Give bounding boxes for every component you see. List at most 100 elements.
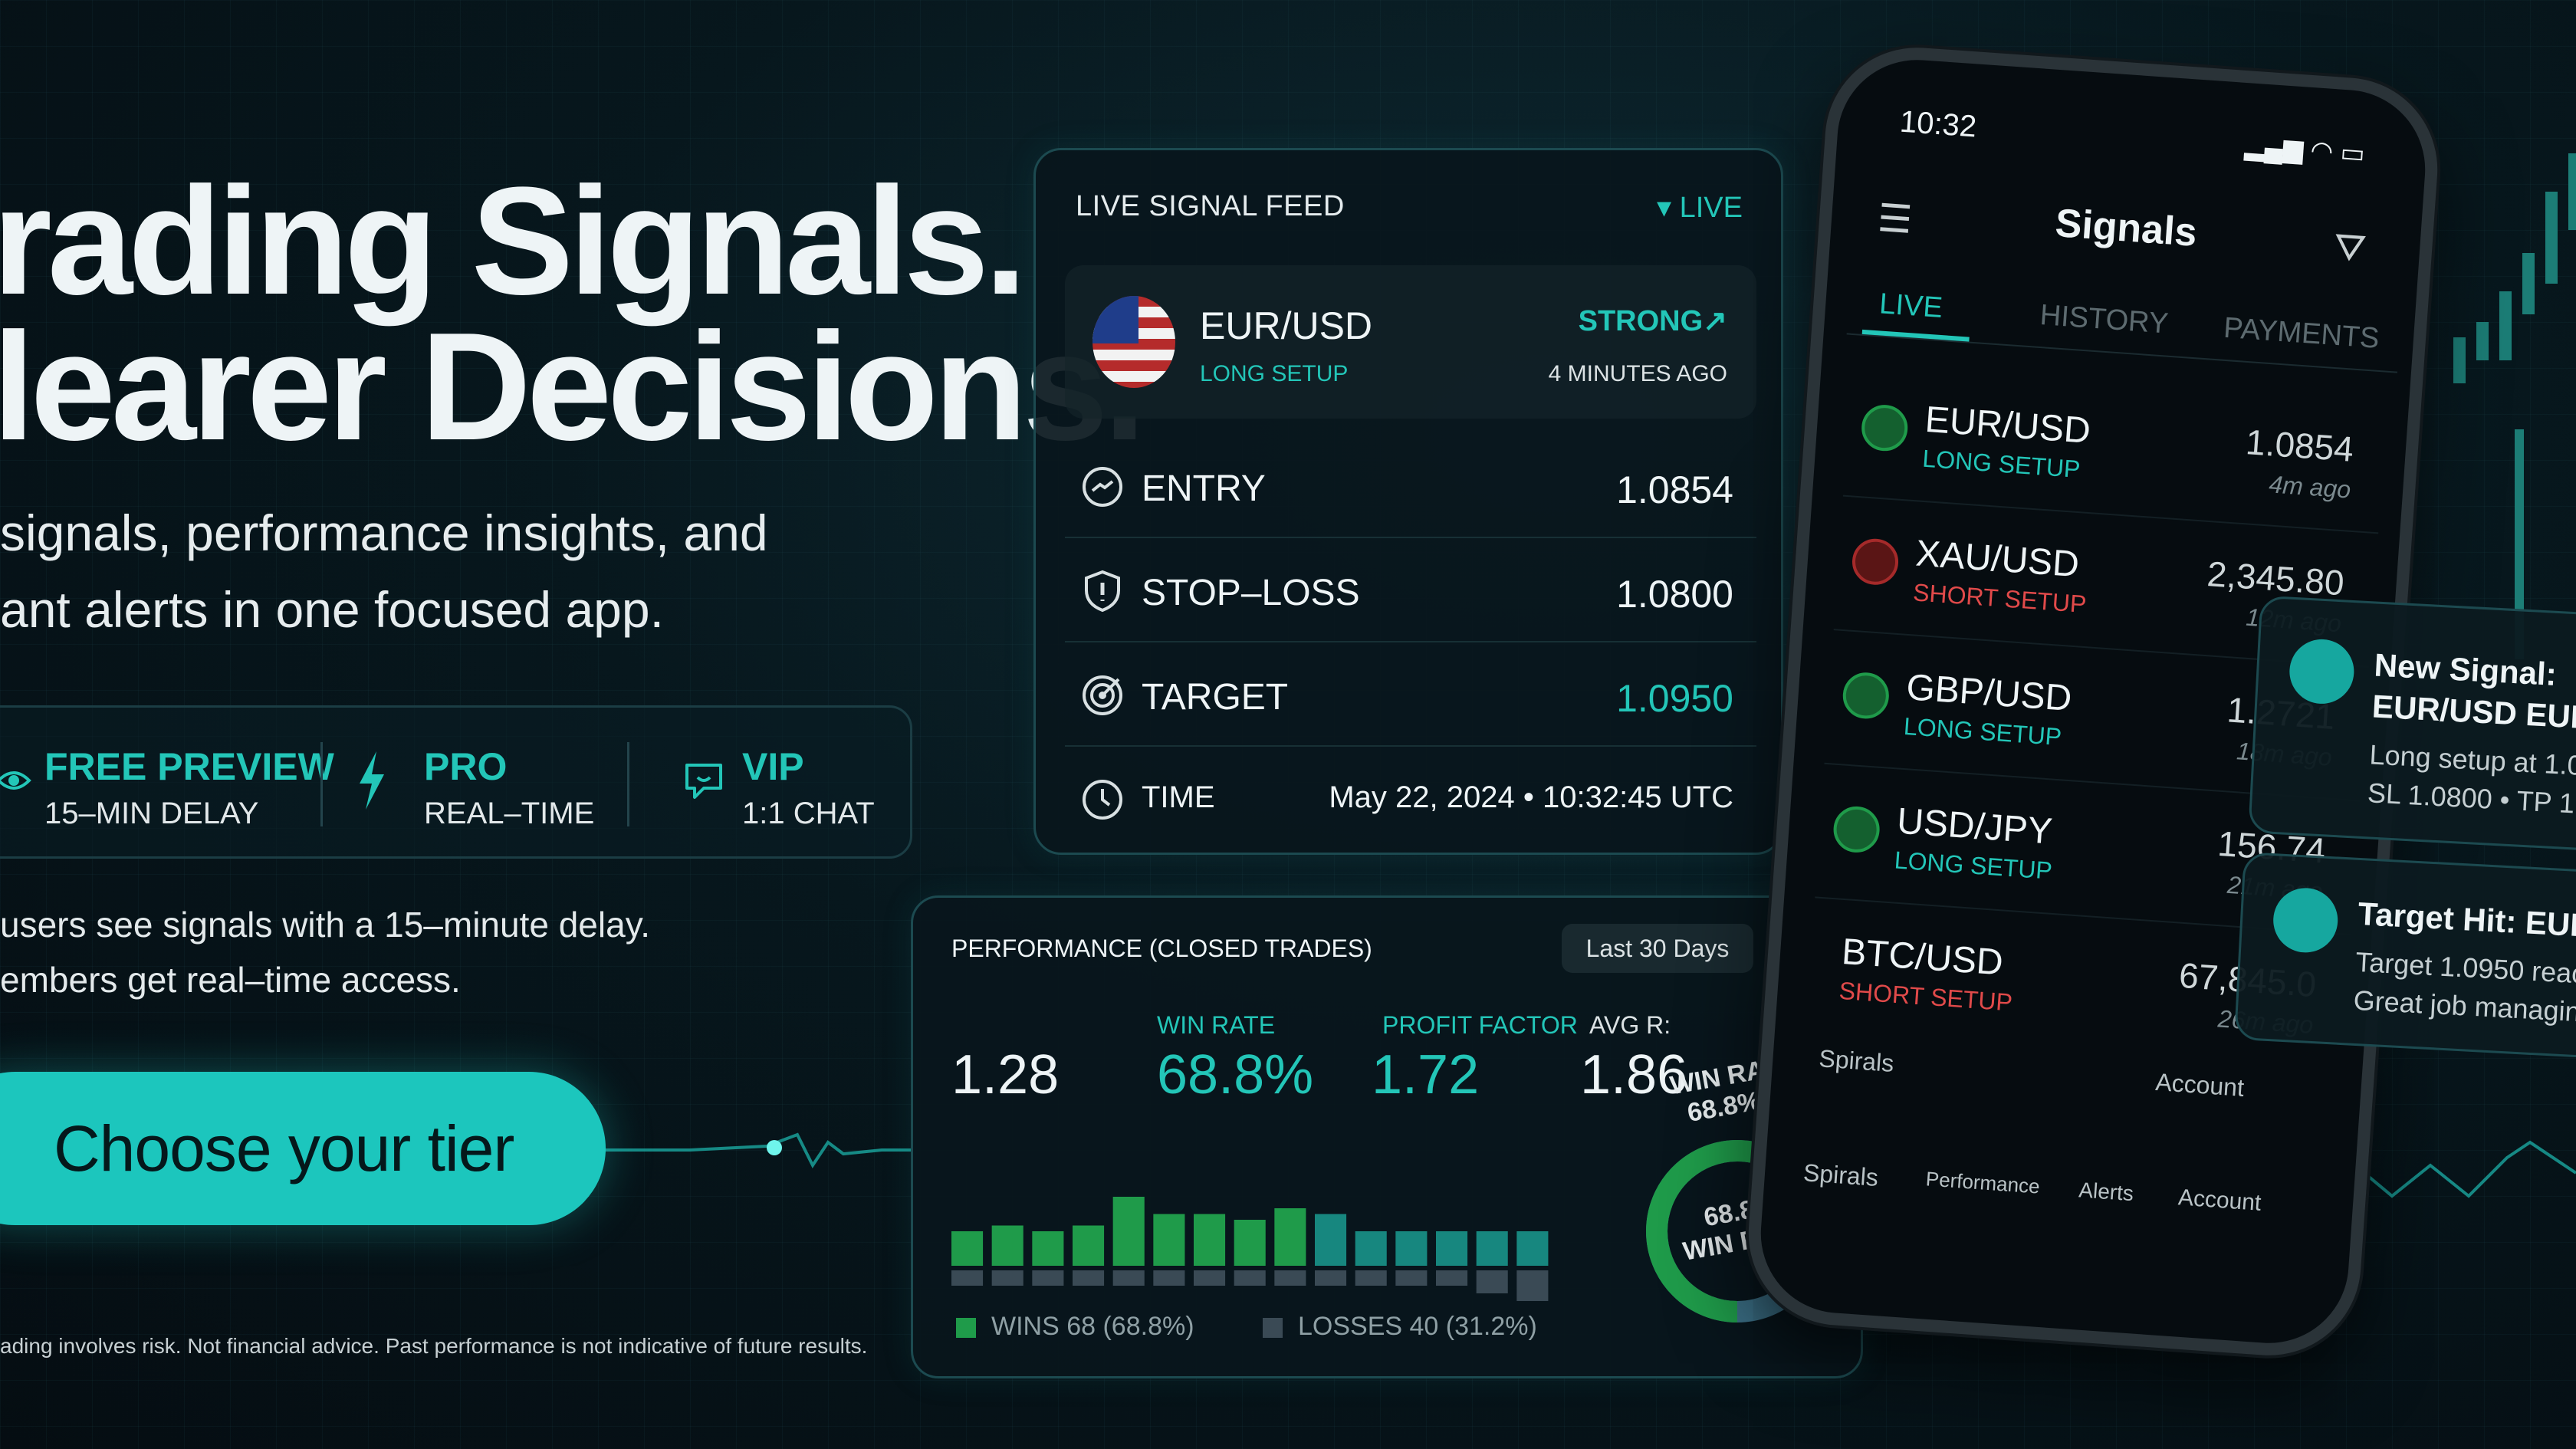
tier-pro[interactable]: PRO REAL–TIME <box>424 744 594 831</box>
loss-bar <box>1436 1270 1468 1286</box>
nav-account-overlay: Account <box>2154 1067 2246 1102</box>
notification-title: New Signal: <box>2373 646 2558 692</box>
tier-note-line2: embers get real–time access. <box>0 960 461 1000</box>
nav-alerts[interactable]: Alerts <box>2078 1178 2135 1206</box>
arrow-up-icon: ↗ <box>1703 305 1727 337</box>
eu-us-flag-icon <box>1092 296 1175 388</box>
target-row: TARGET 1.0950 <box>1065 642 1756 747</box>
profit-factor-value: 1.72 <box>1372 1044 1480 1106</box>
hero-subtitle-line1: signals, performance insights, and <box>0 504 768 561</box>
signal-setup: LONG SETUP <box>1200 361 1349 386</box>
notification-subtitle: EUR/USD EUR/USD <box>2371 688 2576 740</box>
entry-icon <box>1083 467 1122 507</box>
tab-payments[interactable]: PAYMENTS <box>2222 311 2380 355</box>
profit-factor-label: PROFIT FACTOR <box>1382 1011 1578 1039</box>
choose-tier-button[interactable]: Choose your tier <box>0 1072 606 1225</box>
live-label: LIVE <box>1679 192 1743 224</box>
chat-icon <box>685 764 722 799</box>
target-value: 1.0950 <box>1616 677 1733 720</box>
bell-icon <box>2272 886 2340 955</box>
time-row: TIME May 22, 2024 • 10:32:45 UTC <box>1065 747 1756 851</box>
win-bar <box>1395 1231 1428 1266</box>
loss-bar <box>1194 1270 1226 1286</box>
nav-account[interactable]: Account <box>2177 1184 2262 1216</box>
date-range-button[interactable]: Last 30 Days <box>1562 924 1753 973</box>
tier-free-preview[interactable]: FREE PREVIEW 15–MIN DELAY <box>44 744 334 831</box>
signal-strength-label: STRONG <box>1578 305 1704 337</box>
legend-wins: WINS 68 (68.8%) <box>991 1312 1194 1341</box>
loss-bar <box>1112 1270 1145 1286</box>
donut-win-arc <box>1646 1140 1829 1322</box>
loss-bar <box>1395 1270 1428 1286</box>
win-bar <box>1315 1214 1347 1266</box>
tier-name: FREE PREVIEW <box>44 745 334 788</box>
chart-legend: WINS 68 (68.8%) LOSSES 40 (31.2%) <box>956 1312 1537 1342</box>
lightning-icon <box>360 751 384 810</box>
loss-bar <box>1315 1270 1347 1286</box>
win-bar <box>951 1231 984 1266</box>
filter-icon[interactable]: ⛛ <box>2332 225 2368 271</box>
win-loss-bar-chart <box>951 1197 1549 1301</box>
tier-vip[interactable]: VIP 1:1 CHAT <box>742 744 875 831</box>
phone-signal-age: 4m ago <box>2268 470 2352 504</box>
signal-pair: EUR/USD <box>1200 304 1373 347</box>
bell-icon <box>2288 637 2356 706</box>
performance-title: PERFORMANCE (CLOSED TRADES) <box>951 935 1372 962</box>
notification-title: Target Hit: EUR/US <box>2357 895 2576 947</box>
phone-signal-pair: BTC/USD <box>1840 932 2005 984</box>
live-signal-feed-panel: LIVE SIGNAL FEED ▾ LIVE EUR/USD LONG SET… <box>1033 148 1783 855</box>
win-bar <box>1112 1197 1145 1266</box>
win-bar <box>1234 1220 1266 1266</box>
entry-label: ENTRY <box>1142 468 1266 509</box>
nav-spirals-overlay: Spirals <box>1818 1044 1895 1077</box>
loss-bar <box>1032 1270 1064 1286</box>
tier-divider <box>320 742 323 826</box>
phone-signal-pair: USD/JPY <box>1895 800 2054 853</box>
loss-bar <box>1476 1270 1508 1293</box>
phone-signal-pair: EUR/USD <box>1924 399 2092 452</box>
new-signal-notification[interactable]: New Signal: EUR/USD EUR/USD Long setup a… <box>2248 595 2576 854</box>
tab-history[interactable]: HISTORY <box>2039 299 2170 340</box>
loss-bar <box>1234 1270 1266 1286</box>
nav-performance[interactable]: Performance <box>1925 1167 2041 1198</box>
tier-desc: 1:1 CHAT <box>742 797 875 830</box>
tab-live[interactable]: LIVE <box>1878 288 1944 325</box>
phone-signal-setup: LONG SETUP <box>1893 846 2053 885</box>
loss-bar <box>1274 1270 1306 1286</box>
phone-status-icons: ▂▄▆ ◠ ▭ <box>2243 131 2366 169</box>
signal-card[interactable]: EUR/USD LONG SETUP STRONG↗ 4 MINUTES AGO <box>1065 265 1756 419</box>
hero-title-line2: learer Decisions. <box>0 301 1146 472</box>
entry-row: ENTRY 1.0854 <box>1065 434 1756 538</box>
long-signal-icon <box>1860 403 1910 453</box>
win-bar <box>1516 1231 1549 1266</box>
avg-r-value: 1.86 <box>1580 1044 1688 1106</box>
target-label: TARGET <box>1142 677 1289 718</box>
hero-subtitle: signals, performance insights, and ant a… <box>0 495 768 648</box>
notification-body-2: SL 1.0800 • TP 1.0 <box>2367 777 2576 820</box>
losses-swatch <box>1262 1318 1283 1339</box>
hero-title-line1: rading Signals. <box>0 156 1027 327</box>
win-bar <box>1274 1208 1306 1266</box>
nav-spirals[interactable]: Spirals <box>1802 1158 1880 1191</box>
time-label: TIME <box>1142 780 1215 814</box>
tier-desc: 15–MIN DELAY <box>44 797 259 830</box>
win-bar <box>1153 1214 1185 1266</box>
stop-loss-label: STOP–LOSS <box>1142 573 1360 613</box>
phone-signal-pair: GBP/USD <box>1904 667 2074 719</box>
long-signal-icon <box>1841 671 1891 721</box>
target-hit-notification[interactable]: Target Hit: EUR/US Target 1.0950 reache … <box>2233 852 2576 1061</box>
win-bar <box>1476 1231 1508 1266</box>
loss-bar <box>1355 1270 1387 1286</box>
phone-signal-setup: LONG SETUP <box>1921 444 2082 484</box>
win-bar <box>1194 1214 1226 1266</box>
stat-first-value: 1.28 <box>951 1044 1060 1106</box>
win-rate-label: WIN RATE <box>1157 1011 1276 1039</box>
notification-body-1: Long setup at 1.085 <box>2368 738 2576 783</box>
loss-bar <box>951 1270 984 1286</box>
clock-icon <box>1083 780 1122 820</box>
feed-title: LIVE SIGNAL FEED <box>1076 190 1345 222</box>
tier-note-line1: users see signals with a 15–minute delay… <box>0 905 651 945</box>
live-badge: ▾ LIVE <box>1657 190 1743 225</box>
risk-disclaimer: ading involves risk. Not financial advic… <box>0 1334 868 1358</box>
loss-bar <box>991 1270 1024 1286</box>
